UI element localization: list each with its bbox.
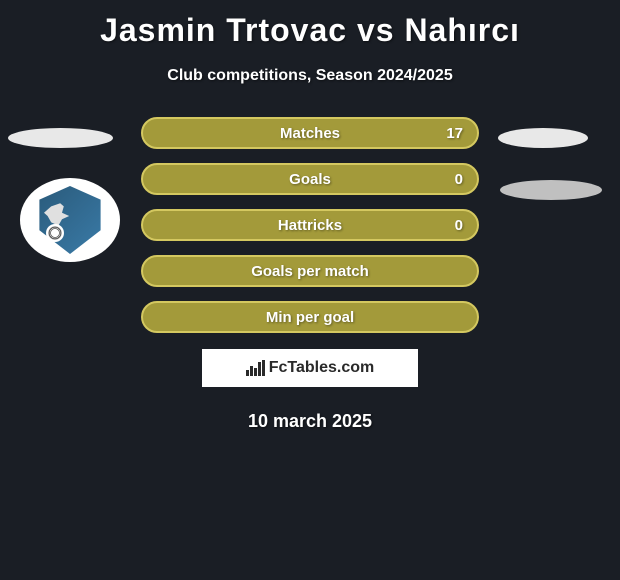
chart-bars-icon <box>246 360 265 376</box>
subtitle: Club competitions, Season 2024/2025 <box>0 67 620 85</box>
stat-row-hattricks: Hattricks 0 <box>141 209 479 241</box>
stat-row-goals: Goals 0 <box>141 163 479 195</box>
stat-row-goals-per-match: Goals per match <box>141 255 479 287</box>
stat-row-min-per-goal: Min per goal <box>141 301 479 333</box>
stat-value-right: 0 <box>455 217 463 234</box>
page-title: Jasmin Trtovac vs Nahırcı <box>0 0 620 49</box>
stats-container: Matches 17 Goals 0 Hattricks 0 Goals per… <box>0 117 620 333</box>
stat-row-matches: Matches 17 <box>141 117 479 149</box>
stat-value-right: 0 <box>455 171 463 188</box>
stat-value-right: 17 <box>446 125 463 142</box>
date-text: 10 march 2025 <box>0 411 620 432</box>
stat-label: Matches <box>280 125 340 142</box>
stat-label: Goals per match <box>251 263 369 280</box>
branding-text: FcTables.com <box>269 359 375 377</box>
stat-label: Goals <box>289 171 331 188</box>
stat-label: Hattricks <box>278 217 342 234</box>
stat-label: Min per goal <box>266 309 354 326</box>
branding-box[interactable]: FcTables.com <box>202 349 418 387</box>
